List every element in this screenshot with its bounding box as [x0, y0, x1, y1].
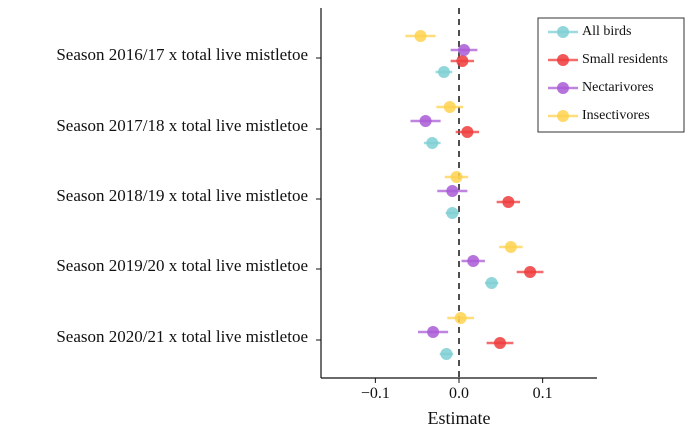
data-point — [419, 115, 432, 127]
legend-marker — [557, 110, 569, 122]
data-point — [504, 241, 517, 253]
x-tick-label: 0.1 — [533, 385, 553, 402]
category-label: Season 2016/17 x total live mistletoe — [56, 45, 308, 64]
data-point — [493, 337, 506, 349]
legend-label: Insectivores — [582, 108, 650, 123]
data-point — [456, 55, 469, 67]
category-label: Season 2018/19 x total live mistletoe — [56, 186, 308, 205]
data-point — [458, 44, 471, 56]
data-point — [437, 66, 450, 78]
data-point — [427, 326, 440, 338]
category-label: Season 2017/18 x total live mistletoe — [56, 116, 308, 135]
legend-label: All birds — [582, 24, 631, 39]
legend-label: Small residents — [582, 52, 668, 67]
data-point — [485, 277, 498, 289]
data-point — [414, 30, 427, 42]
x-axis-title: Estimate — [428, 408, 491, 428]
category-label: Season 2019/20 x total live mistletoe — [56, 256, 308, 275]
legend-marker — [557, 26, 569, 38]
data-point — [461, 126, 474, 138]
category-label: Season 2020/21 x total live mistletoe — [56, 327, 308, 346]
data-point — [440, 348, 453, 360]
data-point — [443, 101, 456, 113]
y-category-labels: Season 2016/17 x total live mistletoe Sea… — [56, 45, 308, 346]
x-tick-label: −0.1 — [361, 385, 390, 402]
axes: −0.1 0.0 0.1 Estimate — [316, 8, 597, 428]
legend-marker — [557, 54, 569, 66]
legend: All birds Small residents Nectarivores Inse… — [537, 17, 685, 133]
data-point — [502, 196, 515, 208]
legend-label: Nectarivores — [582, 80, 654, 95]
data-point — [446, 207, 459, 219]
data-point — [524, 266, 537, 278]
data-point — [450, 171, 463, 183]
series-points — [405, 30, 544, 360]
data-point — [426, 137, 439, 149]
x-tick-label: 0.0 — [449, 385, 469, 402]
data-point — [467, 255, 480, 267]
data-point — [446, 185, 459, 197]
data-point — [454, 312, 467, 324]
legend-marker — [557, 82, 569, 94]
